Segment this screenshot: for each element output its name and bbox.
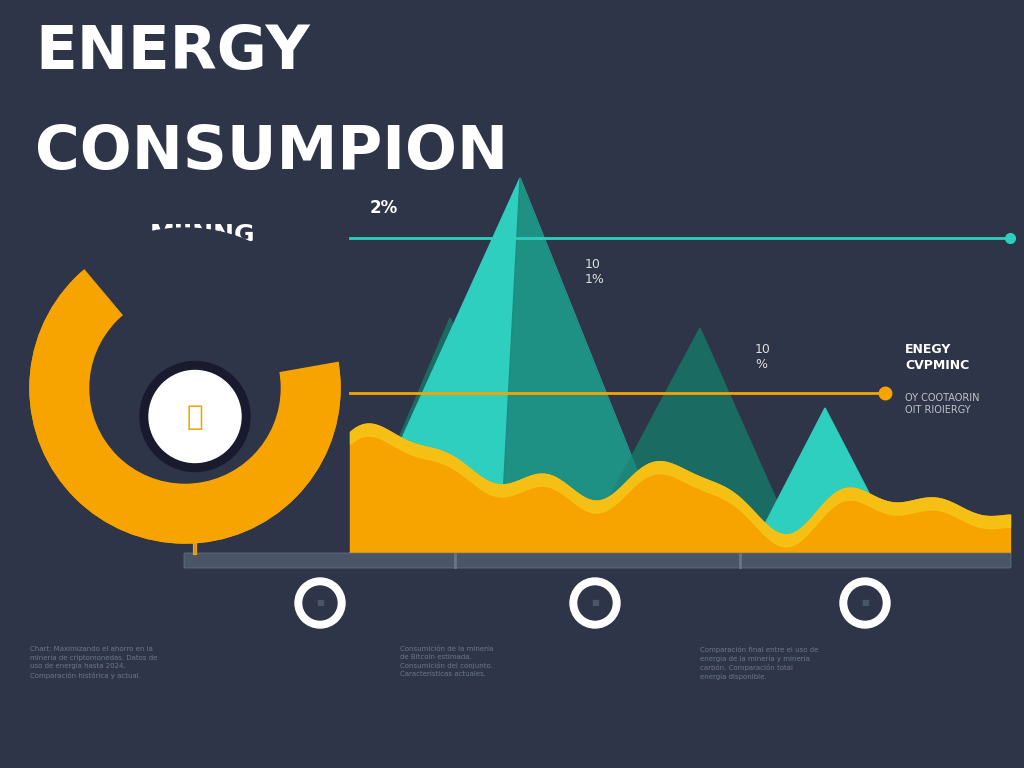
Wedge shape	[82, 228, 343, 388]
Circle shape	[570, 578, 620, 628]
Circle shape	[840, 578, 890, 628]
Circle shape	[140, 362, 250, 472]
Text: ₿: ₿	[186, 402, 204, 431]
Text: TEI7: TEI7	[175, 268, 205, 282]
Text: Consumición de la minería
de Bitcoin estimada.
Consumición del conjunto.
Caracte: Consumición de la minería de Bitcoin est…	[400, 646, 494, 677]
Text: Chart: Maximizando el ahorro en la
minería de criptomonedas. Datos de
uso de ene: Chart: Maximizando el ahorro en la miner…	[30, 646, 158, 679]
Circle shape	[578, 586, 612, 620]
Circle shape	[303, 586, 337, 620]
Text: MIINNG: MIINNG	[150, 223, 256, 247]
Text: OY COOTAORIN
OIT RIOIERGY: OY COOTAORIN OIT RIOIERGY	[905, 393, 980, 415]
Circle shape	[150, 370, 241, 462]
Text: ■: ■	[591, 598, 599, 607]
Wedge shape	[30, 233, 340, 543]
Circle shape	[295, 578, 345, 628]
Polygon shape	[500, 178, 670, 553]
FancyBboxPatch shape	[184, 553, 1011, 568]
Circle shape	[30, 233, 340, 543]
Text: 10
1%: 10 1%	[585, 258, 605, 286]
Polygon shape	[350, 318, 550, 553]
Circle shape	[90, 293, 280, 483]
Text: 10
%: 10 %	[755, 343, 771, 371]
Text: Comparación final entre el uso de
energía de la minería y minería
carbón. Compar: Comparación final entre el uso de energí…	[700, 646, 818, 680]
Polygon shape	[750, 408, 900, 553]
Circle shape	[848, 586, 882, 620]
Text: ENERGY: ENERGY	[35, 23, 309, 82]
Polygon shape	[350, 178, 670, 553]
Text: ■: ■	[316, 598, 324, 607]
Text: ■: ■	[861, 598, 869, 607]
Text: ENEGY
CVPMINC: ENEGY CVPMINC	[905, 343, 970, 372]
Polygon shape	[580, 328, 800, 553]
Text: CONSUMPION: CONSUMPION	[35, 123, 508, 182]
Text: 2%: 2%	[370, 199, 398, 217]
